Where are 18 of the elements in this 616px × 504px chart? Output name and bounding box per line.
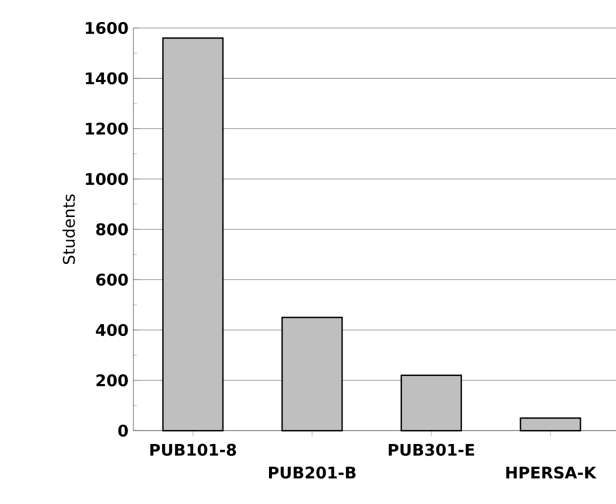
- bar: [281, 316, 343, 432]
- y-tick-label: 0: [118, 424, 128, 437]
- bar: [400, 374, 462, 432]
- y-tick-label: 800: [96, 223, 128, 236]
- x-tick-label: PUB301-E: [388, 444, 474, 456]
- x-tick-label: PUB201-B: [268, 466, 356, 479]
- bar: [162, 37, 224, 432]
- y-tick-label: 1200: [86, 122, 128, 135]
- y-tick-label: 1400: [86, 72, 128, 84]
- y-tick-label: 200: [96, 374, 128, 386]
- x-tick-label: HPERSA-K: [506, 466, 597, 479]
- y-tick-label: 1600: [86, 22, 128, 34]
- x-tick-label: PUB101-8: [150, 444, 236, 456]
- y-axis-title: Students: [62, 194, 75, 264]
- bar: [520, 417, 582, 432]
- y-tick-label: 400: [96, 324, 128, 336]
- y-tick-label: 1000: [86, 172, 128, 186]
- y-tick-label: 600: [96, 274, 128, 286]
